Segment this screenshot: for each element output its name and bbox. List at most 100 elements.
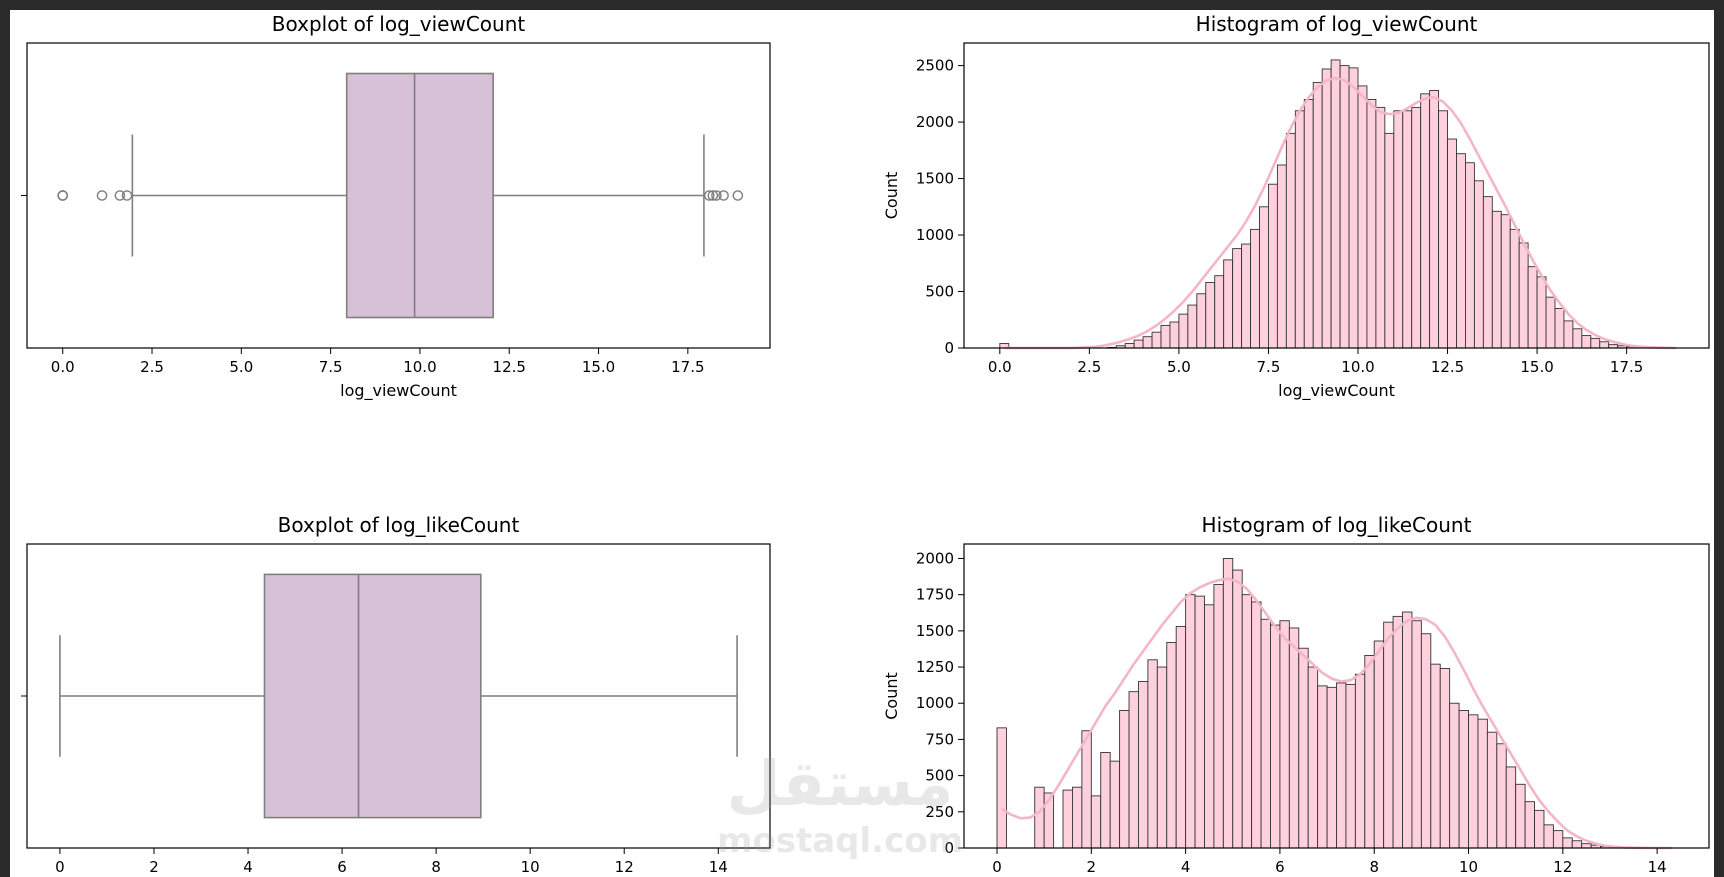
histogram-bar <box>1330 59 1341 349</box>
histogram-bar <box>1151 331 1162 349</box>
histogram-bar <box>1260 618 1271 849</box>
x-tick-label: 10.0 <box>403 358 436 376</box>
histogram-bar <box>1477 718 1488 849</box>
histogram-bar <box>1307 666 1319 849</box>
kde-curve <box>1001 577 1672 850</box>
histogram-bar <box>1552 830 1564 849</box>
subplot-3: Boxplot of log_likeCount 0 2 4 6 8 10 12 14 <box>21 513 771 876</box>
x-axis-label: log_viewCount <box>1278 381 1395 401</box>
histogram-bar <box>1222 558 1234 849</box>
y-tick-label: 0 <box>944 839 954 857</box>
x-tick-label: 7.5 <box>1257 358 1281 376</box>
x-tick-label: 10 <box>1459 858 1478 876</box>
x-tick-label: 2.5 <box>1077 358 1101 376</box>
x-tick-label: 0 <box>55 858 65 876</box>
histogram-bar <box>1279 620 1290 849</box>
histogram-bar <box>1456 153 1466 349</box>
histogram-bar <box>1187 304 1198 349</box>
histogram-bar <box>1090 795 1102 849</box>
y-tick-label: 1500 <box>916 170 954 188</box>
histogram-bar <box>1354 673 1366 849</box>
histogram-bar <box>1563 320 1574 349</box>
histogram-bar <box>1138 681 1149 849</box>
x-tick-label: 6 <box>1275 858 1285 876</box>
histogram-bar <box>1500 214 1511 349</box>
histogram-bar <box>1147 659 1158 849</box>
histogram-bar <box>1196 293 1207 349</box>
histogram-bar <box>1464 162 1475 349</box>
chart-title: Histogram of log_viewCount <box>1196 12 1478 36</box>
histogram-bar <box>1270 624 1281 849</box>
histogram-bar <box>1402 611 1413 849</box>
window-top-edge <box>0 0 1724 10</box>
x-tick-label: 12.5 <box>493 358 526 376</box>
histogram-bar <box>1392 615 1403 849</box>
outlier-point <box>732 190 744 201</box>
histogram-bar <box>1473 180 1484 349</box>
histogram-bar <box>1241 594 1253 849</box>
x-tick-label: 10.0 <box>1341 358 1374 376</box>
subplot-4: Histogram of log_likeCount 0 250 500 750 1000… <box>882 513 1710 876</box>
histogram-bar <box>1259 206 1269 349</box>
histogram-bar <box>1515 783 1526 849</box>
histogram-bar <box>1536 276 1547 349</box>
histogram-bar <box>1364 655 1375 849</box>
y-tick-label: 750 <box>925 730 954 748</box>
x-tick-label: 4 <box>1181 858 1191 876</box>
histogram-bar <box>1438 110 1448 349</box>
histogram-bar <box>1317 685 1328 849</box>
y-axis-label: Count <box>882 672 901 720</box>
histogram-bar <box>1482 196 1493 349</box>
x-tick-label: 5.0 <box>1167 358 1191 376</box>
histogram-bar <box>1491 210 1502 349</box>
histogram-bar <box>1534 809 1545 849</box>
histogram-bar <box>1223 259 1234 349</box>
y-tick-label: 1000 <box>916 694 954 712</box>
histogram-bar <box>1175 626 1187 849</box>
histogram-bar <box>1071 786 1083 849</box>
x-tick-label: 17.5 <box>1610 358 1643 376</box>
outlier-point <box>121 190 133 201</box>
y-tick-label: 500 <box>925 283 954 301</box>
histogram-bar <box>1411 106 1422 349</box>
histogram-bar <box>1518 242 1529 349</box>
histogram-bar <box>1373 640 1385 849</box>
histogram-bar <box>1194 595 1205 849</box>
x-tick-label: 4 <box>243 858 253 876</box>
histogram-bar <box>1505 766 1517 849</box>
histogram-bar <box>1124 343 1135 349</box>
iqr-box <box>345 72 494 319</box>
y-tick-label: 1500 <box>916 622 954 640</box>
histogram-bar <box>1251 601 1262 849</box>
x-tick-label: 2 <box>1087 858 1097 876</box>
y-tick-label: 250 <box>925 803 954 821</box>
histogram-bar <box>1366 99 1377 349</box>
y-axis-label: Count <box>882 172 901 220</box>
x-tick-label: 14 <box>1648 858 1667 876</box>
x-tick-label: 0.0 <box>988 358 1012 376</box>
histogram-bar <box>1545 296 1556 349</box>
histogram-bar <box>1439 668 1451 849</box>
histogram-bar <box>1156 666 1168 849</box>
histogram-bar <box>1393 110 1404 349</box>
x-tick-label: 6 <box>337 858 347 876</box>
histogram-bar <box>1543 824 1554 849</box>
histogram-bar <box>1571 840 1583 849</box>
histogram-bar <box>1375 106 1386 349</box>
histogram-bar <box>1178 313 1189 349</box>
histogram-bar <box>1326 686 1337 849</box>
histogram-bar <box>1312 82 1323 349</box>
histogram-bar <box>1599 341 1610 349</box>
histogram-bar <box>1581 843 1592 849</box>
y-tick-label: 0 <box>944 339 954 357</box>
x-tick-label: 2 <box>149 858 159 876</box>
x-tick-label: 0 <box>992 858 1002 876</box>
outlier-point <box>57 190 69 201</box>
outlier-point <box>711 190 722 201</box>
histogram-bar <box>1109 760 1121 849</box>
subplot-2: Histogram of log_viewCount 0 500 1000 1500 20… <box>882 12 1710 401</box>
histogram-bar <box>1034 786 1045 849</box>
histogram-bar <box>1100 752 1111 849</box>
histogram-bar <box>1384 132 1395 349</box>
histogram-bar <box>1339 65 1350 349</box>
